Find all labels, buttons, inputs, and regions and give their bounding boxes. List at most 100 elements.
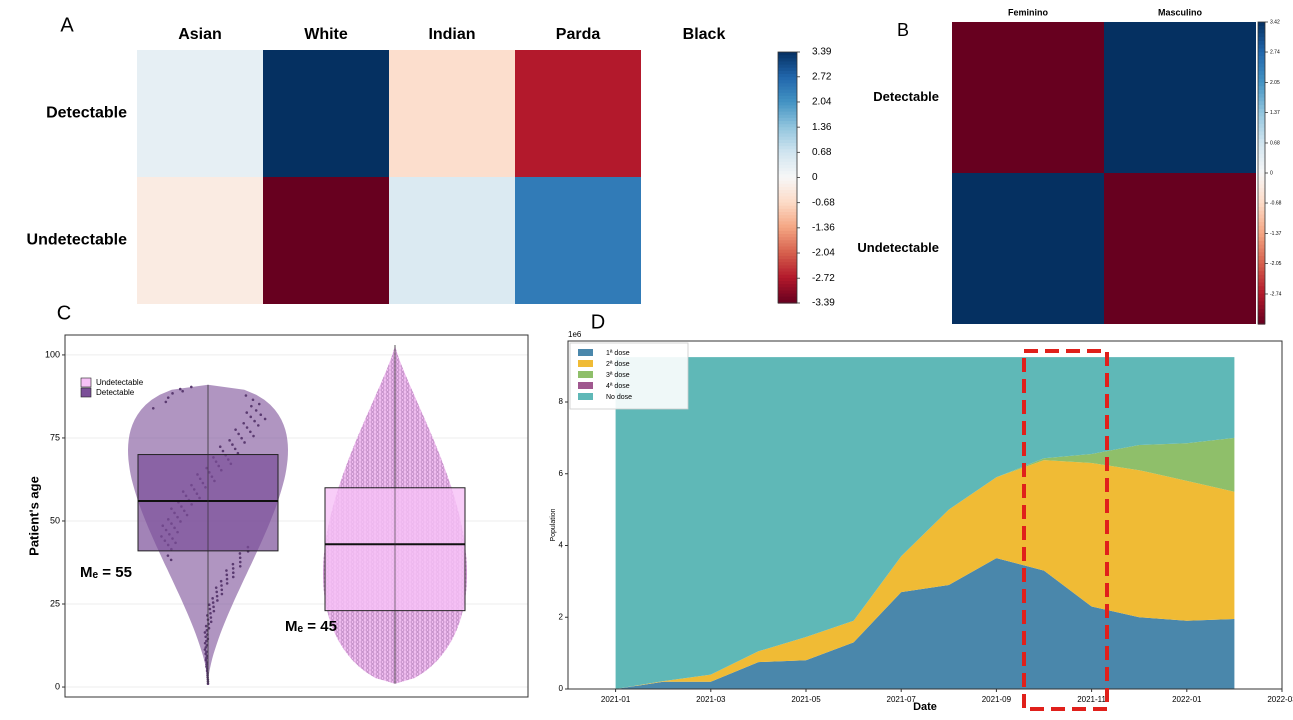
jitter-point (181, 389, 184, 393)
jitter-point (220, 584, 223, 587)
y-tick-label: 0 (55, 681, 60, 691)
colorbar-slice (778, 277, 797, 282)
legend-swatch (578, 393, 593, 400)
jitter-point (263, 417, 267, 421)
column-label: Indian (428, 26, 475, 43)
x-tick-label: 2021-03 (696, 695, 726, 704)
colorbar-slice (778, 281, 797, 285)
jitter-point (205, 663, 208, 666)
colorbar-slice (1258, 82, 1265, 87)
jitter-point (211, 597, 214, 600)
colorbar-slice (778, 233, 797, 238)
colorbar-slice (778, 67, 797, 72)
colorbar-slice (1258, 169, 1265, 174)
colorbar-slice (1258, 135, 1265, 140)
colorbar-tick-label: -0.68 (812, 197, 835, 208)
colorbar-slice (778, 237, 797, 241)
colorbar-slice (1258, 305, 1265, 310)
colorbar-slice (1258, 71, 1265, 76)
x-tick-label: 2021-11 (1077, 695, 1106, 704)
colorbar-slice (778, 102, 797, 106)
median-annotation: Mₑ = 45 (285, 618, 337, 635)
legend-swatch (578, 349, 593, 356)
jitter-point (205, 654, 209, 658)
colorbar-slice (1258, 116, 1265, 121)
colorbar-slice (1258, 120, 1265, 125)
legend-label: Detectable (96, 388, 135, 397)
jitter-point (231, 571, 235, 574)
colorbar-slice (1258, 259, 1265, 265)
jitter-point (151, 407, 155, 410)
jitter-point (245, 426, 249, 429)
colorbar-slice (1258, 286, 1265, 291)
column-label: Parda (556, 26, 601, 43)
colorbar-slice (778, 124, 797, 128)
colorbar-slice (778, 271, 797, 276)
colorbar-slice (778, 149, 797, 153)
jitter-point (205, 656, 208, 660)
x-tick-label: 2022-01 (1172, 695, 1202, 704)
heatmap-cell (137, 177, 263, 304)
colorbar-slice (1258, 44, 1265, 50)
colorbar-slice (1258, 74, 1265, 80)
colorbar-slice (778, 240, 797, 244)
colorbar-slice (1258, 308, 1265, 314)
y-tick-label: 50 (50, 515, 60, 525)
highlight-box (1022, 349, 1109, 711)
jitter-point (190, 385, 193, 389)
colorbar-slice (1258, 105, 1265, 110)
colorbar-slice (778, 221, 797, 226)
legend-label: 3ª dose (606, 372, 630, 379)
jitter-point (204, 658, 208, 662)
colorbar-slice (778, 99, 797, 103)
colorbar-tick-label: -0.68 (1270, 200, 1282, 206)
jitter-point (220, 592, 224, 596)
colorbar-slice (778, 152, 797, 157)
row-label: Detectable (46, 105, 127, 122)
jitter-point (234, 428, 237, 431)
jitter-point (257, 402, 261, 406)
jitter-point (203, 631, 207, 634)
colorbar-slice (778, 249, 797, 254)
x-tick-label: 2021-01 (601, 695, 631, 704)
colorbar-slice (778, 121, 797, 125)
jitter-point (251, 398, 255, 402)
colorbar-slice (1258, 316, 1265, 321)
jitter-point (256, 424, 260, 427)
x-axis-label: Date (913, 701, 937, 713)
x-tick-label: 2021-05 (791, 695, 821, 704)
colorbar-slice (778, 284, 797, 288)
row-label: Undetectable (27, 232, 128, 249)
colorbar-slice (1258, 282, 1265, 287)
colorbar-slice (778, 80, 797, 84)
colorbar-slice (778, 89, 797, 94)
heatmap-cell (952, 173, 1104, 324)
jitter-point (205, 665, 208, 668)
colorbar-slice (1258, 278, 1265, 284)
jitter-point (221, 449, 225, 453)
jitter-point (178, 387, 182, 391)
jitter-point (216, 599, 219, 602)
column-label: Masculino (1158, 7, 1203, 17)
jitter-point (164, 400, 168, 404)
area (615, 460, 1235, 689)
colorbar-tick-label: 3.42 (1270, 19, 1280, 25)
jitter-point (252, 434, 255, 438)
colorbar-slice (1258, 29, 1265, 34)
colorbar-slice (778, 64, 797, 69)
colorbar-slice (778, 177, 797, 182)
heatmap-cell (1104, 173, 1256, 324)
colorbar-slice (778, 183, 797, 188)
y-tick-label: 2 (559, 612, 564, 621)
y-tick-label: 6 (559, 469, 564, 478)
jitter-point (209, 616, 213, 619)
jitter-point (237, 432, 240, 436)
colorbar-slice (778, 224, 797, 229)
colorbar-slice (778, 252, 797, 257)
colorbar-slice (1258, 150, 1265, 155)
jitter-point (244, 394, 248, 397)
colorbar-slice (1258, 256, 1265, 261)
colorbar-slice (778, 227, 797, 232)
heatmap-cell (515, 50, 641, 177)
jitter-point (245, 411, 249, 414)
